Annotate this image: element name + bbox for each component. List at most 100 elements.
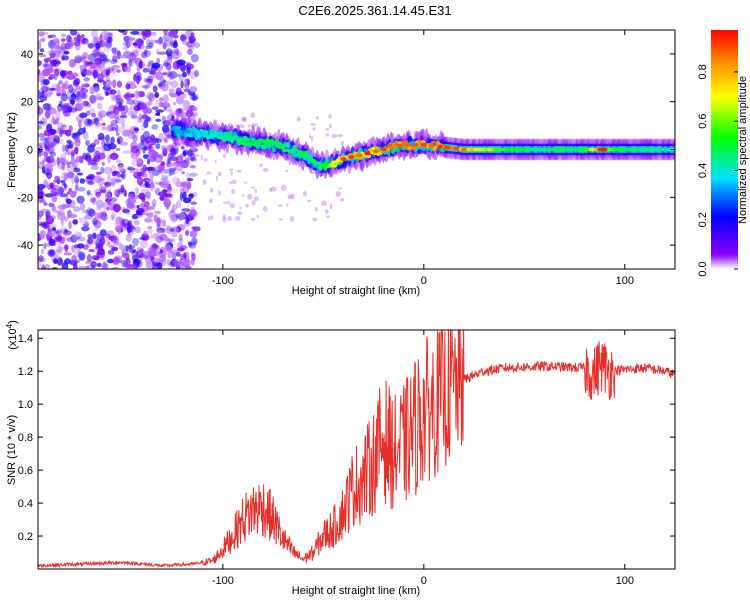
- noise-blob: [165, 49, 171, 56]
- noise-blob: [188, 35, 196, 44]
- noise-blob: [84, 220, 89, 226]
- noise-blob: [56, 234, 63, 242]
- x-tick-label: 0: [421, 275, 427, 287]
- noise-blob: [163, 135, 169, 144]
- noise-blob: [61, 55, 70, 61]
- noise-blob: [179, 153, 187, 158]
- noise-blob: [42, 79, 50, 86]
- ridge-cell: [260, 144, 265, 150]
- noise-blob: [155, 143, 161, 150]
- noise-blob: [60, 179, 66, 184]
- noise-blob: [125, 83, 131, 90]
- noise-blob: [131, 168, 140, 172]
- noise-blob: [329, 203, 333, 210]
- noise-blob: [39, 137, 49, 142]
- noise-blob: [331, 133, 338, 138]
- noise-blob: [167, 185, 173, 193]
- ridge-cell: [403, 139, 408, 143]
- noise-blob: [109, 181, 115, 188]
- noise-blob: [86, 253, 92, 263]
- noise-blob: [65, 102, 74, 110]
- noise-blob: [38, 153, 42, 158]
- noise-blob: [169, 170, 179, 175]
- noise-blob: [157, 169, 163, 174]
- noise-blob: [52, 258, 59, 264]
- noise-blob: [89, 95, 98, 103]
- noise-blob: [42, 63, 50, 68]
- noise-blob: [123, 94, 131, 98]
- noise-blob: [166, 245, 173, 251]
- ridge-cell: [192, 132, 198, 138]
- ridge-cell: [204, 130, 209, 135]
- noise-blob: [141, 31, 145, 37]
- noise-blob: [158, 153, 164, 159]
- noise-blob: [148, 143, 153, 149]
- ridge-peak: [396, 143, 403, 148]
- noise-blob: [76, 195, 85, 204]
- noise-blob: [230, 179, 237, 185]
- noise-blob: [73, 263, 78, 269]
- noise-blob: [74, 138, 81, 147]
- noise-blob: [75, 90, 81, 98]
- noise-blob: [100, 186, 107, 193]
- noise-blob: [100, 189, 107, 194]
- noise-blob: [178, 76, 184, 83]
- noise-blob: [278, 218, 283, 221]
- noise-blob: [133, 258, 138, 264]
- noise-blob: [103, 166, 113, 175]
- noise-blob: [54, 175, 61, 181]
- noise-blob: [194, 211, 199, 217]
- noise-blob: [135, 250, 144, 259]
- noise-blob: [123, 35, 130, 42]
- noise-blob: [189, 164, 196, 169]
- noise-blob: [98, 205, 102, 211]
- noise-blob: [39, 95, 48, 102]
- noise-blob: [256, 214, 260, 219]
- noise-blob: [64, 80, 69, 85]
- noise-blob: [87, 233, 94, 239]
- noise-blob: [241, 116, 247, 122]
- noise-blob: [159, 195, 165, 201]
- noise-blob: [95, 243, 100, 249]
- noise-blob: [129, 103, 138, 110]
- noise-blob: [157, 191, 167, 197]
- noise-blob: [68, 84, 74, 94]
- noise-blob: [247, 124, 251, 128]
- noise-blob: [230, 170, 233, 176]
- ridge-cell: [239, 138, 244, 141]
- ridge-cell: [329, 163, 334, 168]
- noise-blob: [87, 53, 97, 62]
- noise-blob: [51, 115, 55, 122]
- noise-blob: [52, 120, 59, 125]
- noise-blob: [167, 249, 172, 259]
- noise-blob: [39, 38, 45, 42]
- colorbar-tick-label: 0.2: [697, 212, 709, 227]
- noise-blob: [88, 248, 95, 253]
- colorbar-tick-label: 0.4: [697, 163, 709, 178]
- noise-blob: [176, 224, 186, 231]
- noise-blob: [162, 94, 169, 103]
- ridge-cell: [331, 160, 336, 164]
- noise-blob: [61, 46, 68, 51]
- noise-blob: [68, 213, 78, 218]
- noise-blob: [94, 85, 99, 94]
- noise-blob: [160, 167, 165, 176]
- noise-blob: [117, 126, 126, 134]
- noise-blob: [148, 99, 153, 106]
- noise-blob: [42, 200, 47, 206]
- noise-blob: [110, 214, 114, 220]
- noise-blob: [126, 35, 133, 43]
- noise-blob: [40, 248, 44, 255]
- noise-blob: [60, 42, 66, 52]
- noise-blob: [169, 147, 177, 157]
- noise-blob: [181, 191, 187, 200]
- x-tick-label: 100: [616, 575, 634, 587]
- noise-blob: [182, 150, 187, 157]
- ridge-cell: [194, 128, 199, 133]
- noise-blob: [132, 134, 138, 143]
- noise-blob: [72, 86, 81, 92]
- noise-blob: [61, 162, 66, 171]
- y-tick-label: 0.4: [18, 498, 33, 510]
- noise-blob: [87, 42, 94, 49]
- noise-blob: [81, 57, 85, 63]
